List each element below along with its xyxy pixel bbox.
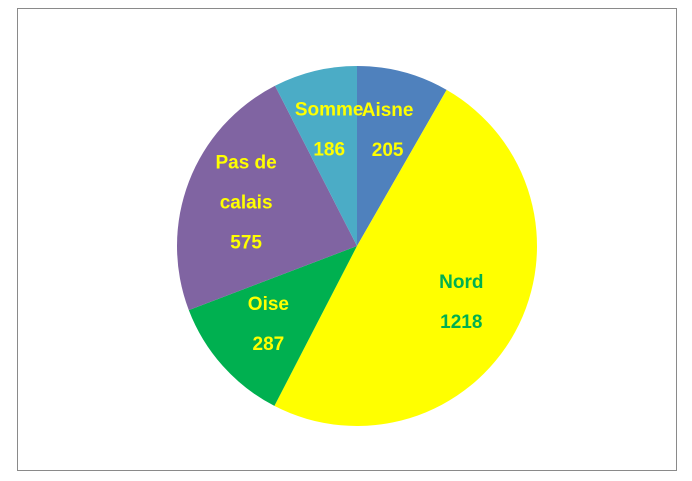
slice-label: Nord	[439, 272, 483, 293]
slice-label-line: Somme	[295, 100, 364, 121]
slice-label: Pas de calais	[215, 152, 276, 213]
slice-label-line: Oise	[248, 294, 289, 315]
slice-value: 1218	[440, 312, 482, 333]
pie-slice	[274, 89, 538, 427]
pie-slice	[275, 66, 357, 246]
slice-label-line: calais	[220, 192, 273, 213]
pie-slice	[177, 85, 357, 311]
slice-label: Aisne	[362, 100, 414, 121]
slice-label-line: Pas de	[215, 152, 276, 173]
slice-value: 287	[253, 334, 285, 355]
slice-label: Oise	[248, 294, 289, 315]
slice-label-line: Aisne	[362, 100, 414, 121]
slice-value: 575	[230, 232, 262, 253]
slice-label: Somme	[295, 100, 364, 121]
slice-value: 205	[372, 140, 404, 161]
slice-label-line: Nord	[439, 272, 483, 293]
slice-value: 186	[313, 140, 345, 161]
pie-slice	[188, 246, 357, 406]
pie-slice	[357, 66, 447, 246]
